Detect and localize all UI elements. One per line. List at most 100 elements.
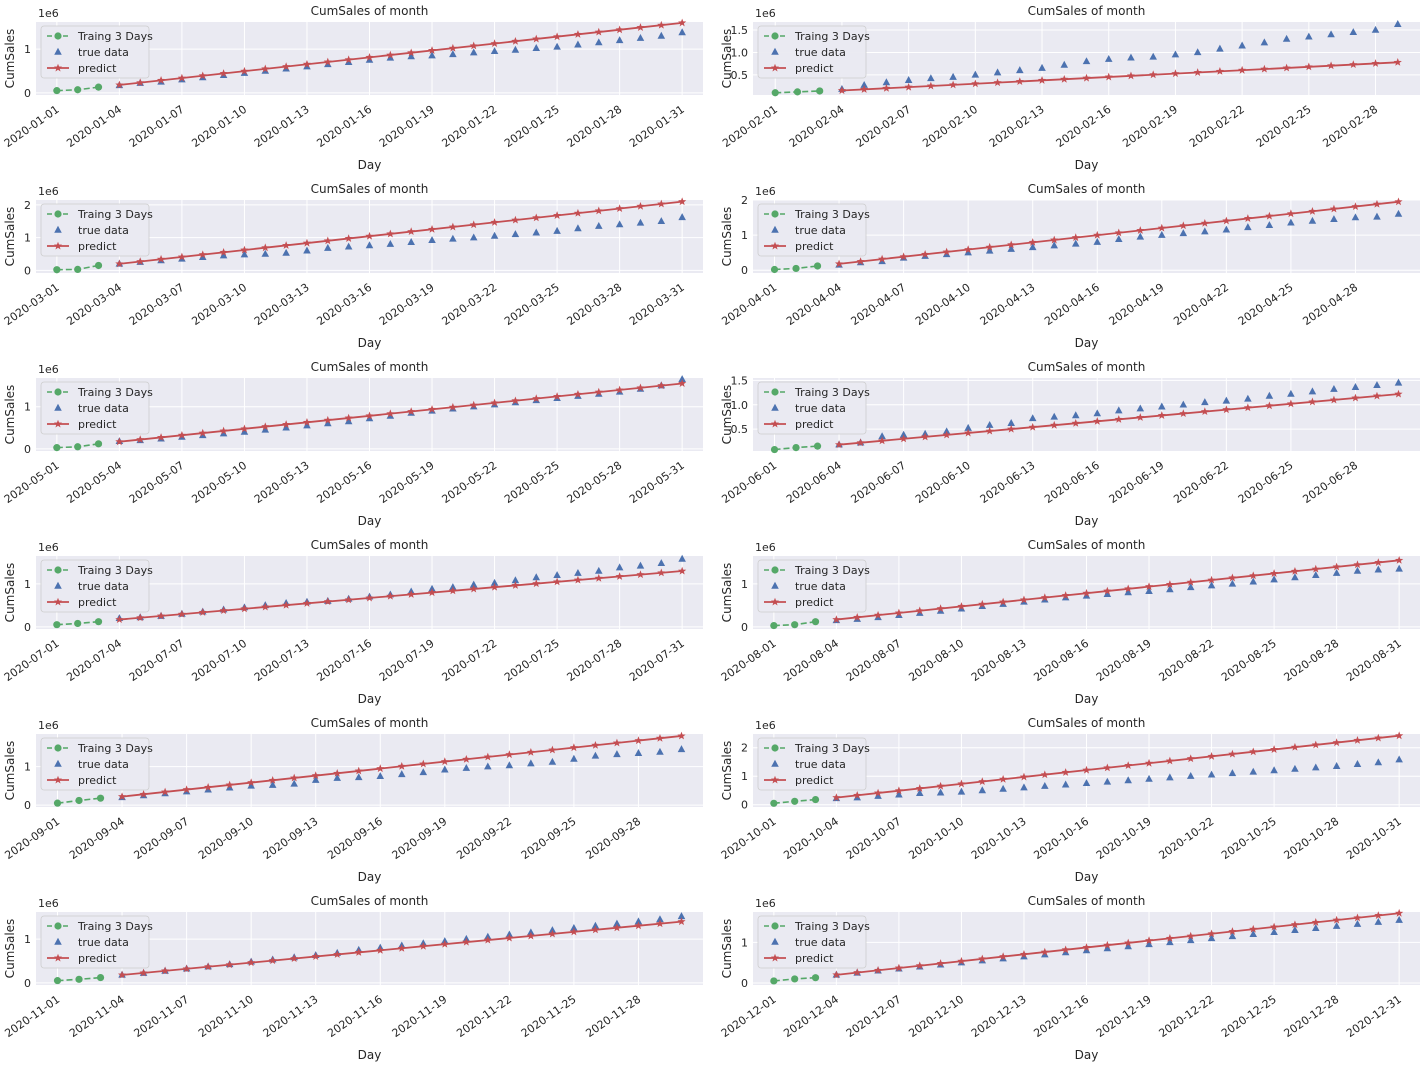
predict-point (365, 53, 374, 61)
true-data-point (290, 779, 298, 787)
predict-point (573, 389, 583, 398)
predict-point (139, 968, 148, 977)
x-tick-label: 2020-11-28 (583, 993, 643, 1040)
true-data-point (860, 80, 868, 88)
train-point (74, 265, 82, 273)
x-tick-label: 2020-06-07 (849, 459, 909, 506)
true-data-point (1207, 934, 1216, 942)
train-point (813, 262, 822, 270)
true-data-point (678, 28, 686, 36)
true-data-point (1249, 577, 1258, 585)
x-tick-label: 2020-12-22 (1156, 993, 1216, 1040)
x-tick-label: 2020-01-07 (127, 103, 187, 150)
true-data-point (1201, 227, 1209, 235)
x-tick-label: 2020-11-04 (67, 993, 127, 1040)
y-scale-label: 1e6 (38, 897, 59, 910)
y-scale-label: 1e6 (38, 719, 59, 732)
predict-point (1329, 395, 1339, 404)
legend-train-marker (771, 388, 779, 396)
predict-point (268, 956, 277, 965)
x-tick-label: 2020-06-25 (1236, 459, 1296, 506)
x-tick-label: 2020-03-22 (439, 281, 499, 328)
predict-point (365, 231, 374, 240)
predict-point (526, 747, 535, 756)
x-tick-label: 2020-07-31 (627, 637, 687, 684)
x-tick-label: 2020-08-25 (1219, 637, 1279, 684)
x-axis-label: Day (358, 870, 382, 884)
predict-point (117, 792, 127, 801)
true-data-point (484, 762, 492, 770)
predict-point (136, 257, 145, 266)
predict-point (1349, 60, 1358, 69)
x-axis-label: Day (1075, 514, 1099, 528)
true-data-point (595, 566, 603, 574)
true-data-point (1374, 917, 1383, 925)
legend: Traing 3 Days true data predict (40, 381, 153, 435)
predict-point (978, 777, 987, 786)
predict-point (1126, 71, 1136, 80)
legend-true-marker (771, 581, 779, 589)
predict-point (282, 62, 291, 71)
x-tick-label: 2020-10-22 (1156, 815, 1216, 862)
train-point (74, 86, 82, 94)
x-tick-label: 2020-08-28 (1282, 637, 1342, 684)
predict-point (1149, 70, 1158, 79)
y-scale-label: 1e6 (755, 7, 776, 20)
true-data-point (657, 217, 666, 225)
predict-point (161, 787, 170, 796)
predict-point (1165, 934, 1174, 942)
true-data-point (1312, 924, 1320, 931)
true-data-point (613, 750, 621, 758)
true-data-point (678, 213, 686, 221)
true-data-point (1373, 212, 1381, 220)
x-axis-label: Day (358, 692, 382, 706)
x-tick-label: 2020-12-04 (781, 993, 841, 1040)
predict-point (1308, 207, 1317, 215)
legend-box (757, 25, 867, 79)
chart-title: CumSales of month (311, 360, 429, 374)
predict-point (1228, 749, 1237, 758)
true-data-point (548, 757, 557, 765)
chart-title: CumSales of month (1028, 360, 1146, 374)
true-data-point (985, 421, 994, 428)
x-tick-label: 2020-09-13 (261, 815, 321, 862)
x-tick-label: 2020-03-19 (377, 281, 437, 328)
x-axis-label: Day (1075, 870, 1099, 884)
true-data-point (225, 783, 234, 791)
predict-point (1007, 424, 1016, 433)
x-tick-label: 2020-08-04 (781, 637, 841, 684)
true-data-point (365, 55, 374, 63)
x-tick-label: 2020-12-19 (1094, 993, 1154, 1040)
predict-point (853, 968, 862, 977)
subplot-2020-03: 2020-03-01 2020-03-04 2020-03-07 2020-03-10… (2, 182, 703, 350)
predict-point (615, 204, 624, 213)
y-axis-label: CumSales (720, 563, 734, 623)
predict-point (1103, 763, 1112, 772)
x-axis-label: Day (358, 336, 382, 350)
true-data-point (553, 226, 561, 234)
x-tick-label: 2020-09-22 (454, 815, 514, 862)
true-data-point (1216, 44, 1224, 52)
x-tick-label: 2020-11-19 (390, 993, 450, 1040)
legend-label-true: true data (78, 46, 129, 59)
predict-point (1136, 413, 1145, 421)
true-data-point (1071, 239, 1080, 247)
chart-title: CumSales of month (1028, 4, 1146, 18)
true-data-point (1145, 940, 1153, 948)
predict-point (247, 958, 256, 967)
x-tick-label: 2020-04-16 (1042, 281, 1102, 328)
y-tick-label: 2 (741, 194, 748, 207)
x-tick-label: 2020-04-04 (784, 281, 844, 328)
predict-point (1228, 927, 1237, 935)
true-data-point (1082, 779, 1091, 787)
predict-point (873, 965, 883, 974)
true-data-point (915, 789, 924, 797)
legend-label-predict: predict (795, 418, 834, 431)
true-data-point (219, 251, 228, 259)
subplot-2020-01: 2020-01-01 2020-01-04 2020-01-07 2020-01-10… (2, 4, 703, 172)
x-tick-label: 2020-03-16 (314, 281, 374, 328)
true-data-point (978, 786, 987, 794)
x-tick-label: 2020-07-25 (502, 637, 562, 684)
predict-point (904, 82, 913, 91)
predict-point (1265, 211, 1274, 220)
